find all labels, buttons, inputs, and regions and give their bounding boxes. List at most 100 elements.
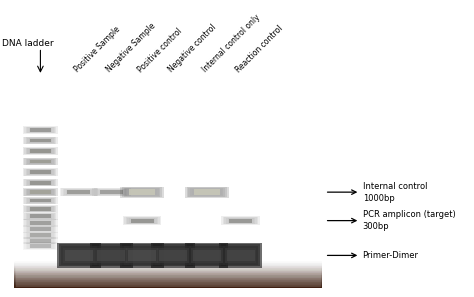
- Bar: [30, 244, 51, 248]
- Bar: [159, 249, 187, 261]
- Bar: [28, 159, 52, 164]
- Bar: [27, 233, 54, 238]
- Bar: [23, 242, 58, 250]
- Bar: [30, 199, 51, 203]
- Bar: [23, 158, 58, 165]
- Bar: [30, 128, 51, 132]
- Bar: [24, 219, 56, 226]
- Bar: [194, 189, 220, 195]
- Bar: [122, 244, 162, 266]
- Bar: [24, 206, 56, 212]
- Bar: [127, 189, 157, 195]
- Bar: [60, 188, 98, 196]
- Bar: [63, 248, 95, 263]
- Bar: [14, 282, 322, 288]
- Bar: [124, 246, 160, 265]
- Bar: [14, 279, 322, 288]
- Bar: [14, 273, 322, 288]
- Bar: [14, 262, 322, 288]
- Bar: [24, 169, 56, 176]
- Bar: [30, 233, 51, 237]
- Bar: [227, 249, 255, 261]
- Bar: [30, 244, 51, 248]
- Bar: [27, 220, 54, 225]
- Bar: [24, 242, 56, 249]
- Bar: [126, 217, 158, 224]
- Bar: [67, 190, 91, 194]
- Bar: [14, 271, 322, 288]
- Bar: [26, 238, 55, 244]
- Bar: [14, 267, 322, 288]
- Bar: [28, 198, 52, 203]
- Bar: [194, 189, 220, 195]
- Bar: [26, 213, 55, 219]
- Text: Positive control: Positive control: [136, 26, 184, 74]
- Bar: [95, 248, 127, 263]
- Bar: [14, 268, 322, 288]
- Bar: [120, 187, 164, 198]
- Bar: [30, 190, 51, 194]
- Bar: [14, 287, 322, 288]
- Bar: [59, 244, 99, 266]
- Bar: [187, 187, 227, 197]
- Bar: [61, 188, 97, 196]
- Bar: [28, 149, 52, 153]
- Bar: [28, 220, 52, 225]
- Bar: [14, 261, 322, 288]
- Bar: [30, 227, 51, 231]
- Text: 4: 4: [138, 92, 146, 102]
- Bar: [30, 199, 51, 203]
- Bar: [26, 206, 55, 212]
- Bar: [93, 246, 129, 265]
- Bar: [14, 277, 322, 288]
- Text: Primer-Dimer: Primer-Dimer: [363, 251, 419, 260]
- Bar: [27, 243, 54, 249]
- Bar: [14, 272, 322, 288]
- Bar: [27, 170, 54, 175]
- Bar: [30, 139, 51, 142]
- Bar: [14, 285, 322, 288]
- Bar: [30, 149, 51, 153]
- Bar: [14, 274, 322, 288]
- Bar: [14, 269, 322, 288]
- Bar: [14, 275, 322, 288]
- Bar: [28, 180, 52, 185]
- Bar: [30, 227, 51, 231]
- Bar: [14, 266, 322, 288]
- Bar: [28, 170, 52, 174]
- Bar: [28, 214, 52, 219]
- Bar: [30, 207, 51, 211]
- Bar: [157, 248, 189, 263]
- Bar: [30, 214, 51, 218]
- Bar: [24, 237, 56, 244]
- Bar: [155, 246, 191, 265]
- Bar: [14, 263, 322, 288]
- Bar: [27, 189, 54, 195]
- Bar: [129, 218, 155, 223]
- Bar: [30, 149, 51, 153]
- Bar: [27, 198, 54, 203]
- Bar: [23, 197, 58, 204]
- Bar: [28, 244, 52, 248]
- Bar: [14, 271, 322, 288]
- Bar: [30, 221, 51, 225]
- Bar: [120, 243, 164, 268]
- Bar: [98, 189, 124, 195]
- Bar: [26, 180, 55, 186]
- Bar: [26, 127, 55, 133]
- Bar: [26, 148, 55, 154]
- Bar: [23, 188, 58, 196]
- Bar: [14, 280, 322, 288]
- Bar: [30, 181, 51, 184]
- Bar: [14, 266, 322, 288]
- Bar: [14, 281, 322, 288]
- Bar: [192, 189, 222, 195]
- Text: Internal control only: Internal control only: [201, 13, 262, 74]
- Bar: [27, 214, 54, 219]
- Bar: [95, 189, 128, 195]
- Bar: [28, 233, 52, 238]
- Bar: [30, 160, 51, 163]
- Bar: [225, 217, 257, 224]
- Bar: [223, 217, 258, 225]
- Text: 1: 1: [37, 92, 44, 102]
